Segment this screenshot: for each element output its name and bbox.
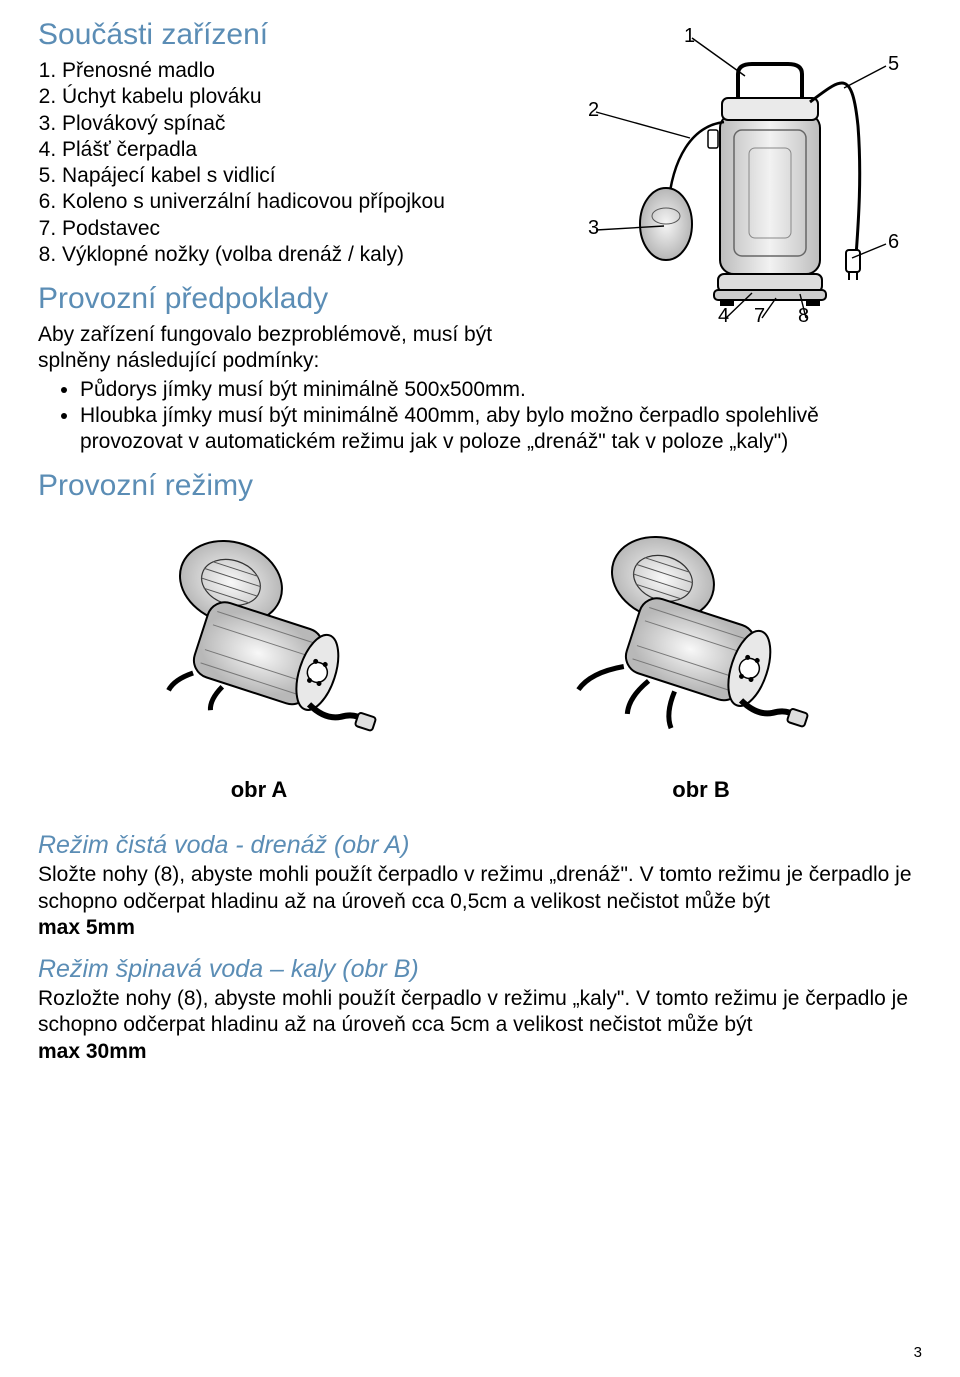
mode-a-text: Složte nohy (8), abyste mohli použít čer… bbox=[38, 862, 922, 941]
diagram-label: 4 bbox=[718, 305, 729, 327]
list-item: Plovákový spínač bbox=[62, 111, 534, 137]
list-item: Koleno s univerzální hadicovou přípojkou bbox=[62, 189, 534, 215]
mode-b-text: Rozložte nohy (8), abyste mohli použít č… bbox=[38, 986, 922, 1065]
prereq-lead: Aby zařízení fungovalo bezproblémově, mu… bbox=[38, 322, 534, 375]
list-item: Podstavec bbox=[62, 216, 534, 242]
diagram-label: 8 bbox=[798, 305, 809, 327]
pump-diagram: 1 2 3 4 5 6 7 8 bbox=[542, 18, 922, 338]
list-item: Hloubka jímky musí být minimálně 400mm, … bbox=[80, 403, 922, 456]
mode-b-title: Režim špinavá voda – kaly (obr B) bbox=[38, 955, 922, 984]
list-item: Půdorys jímky musí být minimálně 500x500… bbox=[80, 377, 922, 403]
list-item: Výklopné nožky (volba drenáž / kaly) bbox=[62, 242, 534, 268]
prereq-heading: Provozní předpoklady bbox=[38, 282, 534, 316]
parts-heading: Součásti zařízení bbox=[38, 18, 534, 52]
mode-b-strong: max 30mm bbox=[38, 1040, 147, 1063]
diagram-label: 5 bbox=[888, 53, 899, 75]
mode-a-strong: max 5mm bbox=[38, 916, 135, 939]
diagram-label: 2 bbox=[588, 99, 599, 121]
mode-a-title: Režim čistá voda - drenáž (obr A) bbox=[38, 831, 922, 860]
diagram-label: 1 bbox=[684, 25, 695, 47]
diagram-label: 6 bbox=[888, 231, 899, 253]
page-number: 3 bbox=[914, 1344, 922, 1361]
diagram-label: 3 bbox=[588, 217, 599, 239]
mode-figure-b: obr B bbox=[551, 521, 851, 803]
mode-figure-a: obr A bbox=[109, 521, 409, 803]
modes-heading: Provozní režimy bbox=[38, 469, 922, 503]
figure-caption-a: obr A bbox=[231, 777, 288, 803]
diagram-label: 7 bbox=[754, 305, 765, 327]
mode-b-body: Rozložte nohy (8), abyste mohli použít č… bbox=[38, 987, 908, 1036]
mode-a-body: Složte nohy (8), abyste mohli použít čer… bbox=[38, 863, 912, 912]
list-item: Plášť čerpadla bbox=[62, 137, 534, 163]
figure-caption-b: obr B bbox=[672, 777, 729, 803]
list-item: Přenosné madlo bbox=[62, 58, 534, 84]
list-item: Úchyt kabelu plováku bbox=[62, 84, 534, 110]
list-item: Napájecí kabel s vidlicí bbox=[62, 163, 534, 189]
prereq-bullets: Půdorys jímky musí být minimálně 500x500… bbox=[38, 377, 922, 456]
parts-list: Přenosné madlo Úchyt kabelu plováku Plov… bbox=[38, 58, 534, 268]
